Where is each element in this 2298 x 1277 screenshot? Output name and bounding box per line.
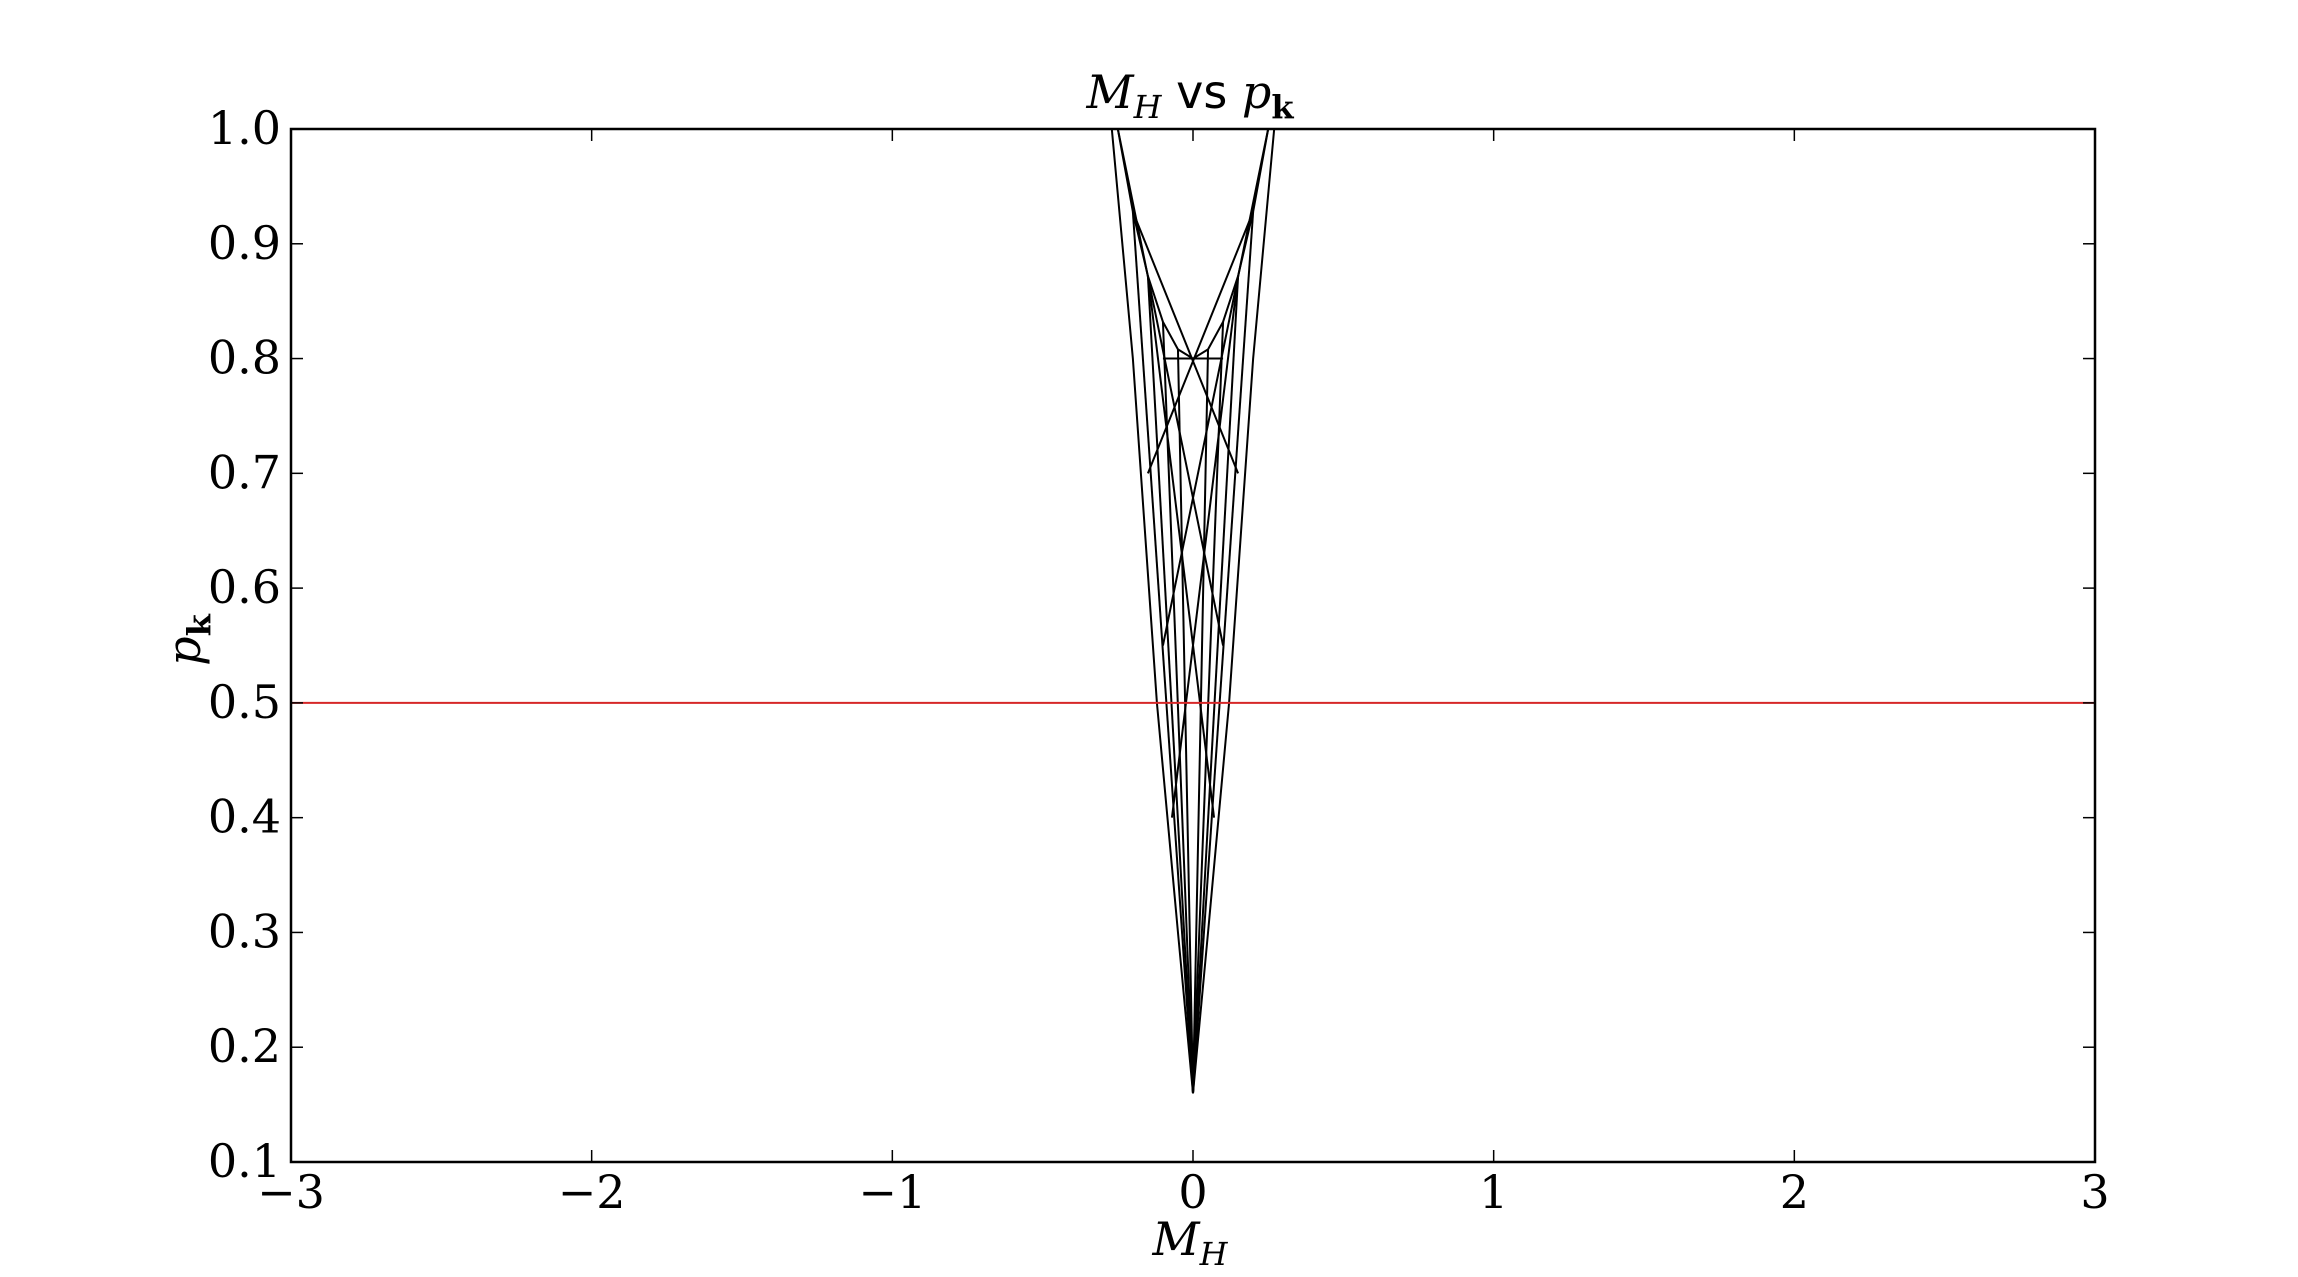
data-line <box>1192 211 1255 1094</box>
x-label-part: M <box>1151 1212 1201 1266</box>
y-tick-label: 1.0 <box>208 101 281 155</box>
x-tick-label: −3 <box>257 1165 325 1219</box>
x-tick-label: 3 <box>2080 1165 2109 1219</box>
data-line <box>1131 211 1194 1094</box>
y-axis-label: pk <box>157 613 218 665</box>
title-part: H <box>1133 88 1163 126</box>
x-tick-label: −1 <box>858 1165 926 1219</box>
y-tick-label: 0.2 <box>208 1019 281 1073</box>
data-line <box>1161 128 1270 646</box>
x-tick-label: 2 <box>1780 1165 1809 1219</box>
y-tick-label: 0.6 <box>208 560 281 614</box>
data-line <box>1131 211 1240 474</box>
x-axis-label: MH <box>1151 1212 1228 1273</box>
y-label-part: p <box>157 636 211 665</box>
data-line <box>1116 128 1225 646</box>
y-tick-label: 0.4 <box>208 790 281 844</box>
x-label-part: H <box>1199 1235 1229 1273</box>
data-line <box>1146 275 1194 1094</box>
data-line <box>1170 275 1240 818</box>
x-tick-label: −2 <box>558 1165 626 1219</box>
x-tick-label: 1 <box>1479 1165 1508 1219</box>
data-line <box>1192 349 1210 1094</box>
data-line <box>1176 349 1194 1094</box>
data-line <box>1161 321 1194 1094</box>
y-tick-label: 0.7 <box>208 445 281 499</box>
data-line <box>1192 321 1225 1094</box>
title-part: vs <box>1161 65 1241 119</box>
plot-area: −3 −2 −1 0 1 2 3 0.1 0.2 0.3 0.4 0.5 0.6 0.7 0.8 0.9 1.0 <box>208 101 2110 1219</box>
y-tick-label: 0.5 <box>208 675 281 729</box>
axes-frame <box>289 127 2097 1164</box>
data-line <box>1192 275 1240 1094</box>
y-tick-label: 0.8 <box>208 331 281 385</box>
y-tick-label: 0.1 <box>208 1134 281 1188</box>
chart-title: MH vs pk <box>1085 65 1294 126</box>
y-tick-label: 0.9 <box>208 216 281 270</box>
y-label-part: k <box>180 613 218 636</box>
title-part: p <box>1242 65 1271 119</box>
title-part: M <box>1085 65 1135 119</box>
x-tick-label: 0 <box>1178 1165 1207 1219</box>
data-line <box>1146 211 1255 474</box>
data-line <box>1146 275 1216 818</box>
y-tick-label: 0.3 <box>208 904 281 958</box>
title-part: k <box>1271 88 1294 126</box>
